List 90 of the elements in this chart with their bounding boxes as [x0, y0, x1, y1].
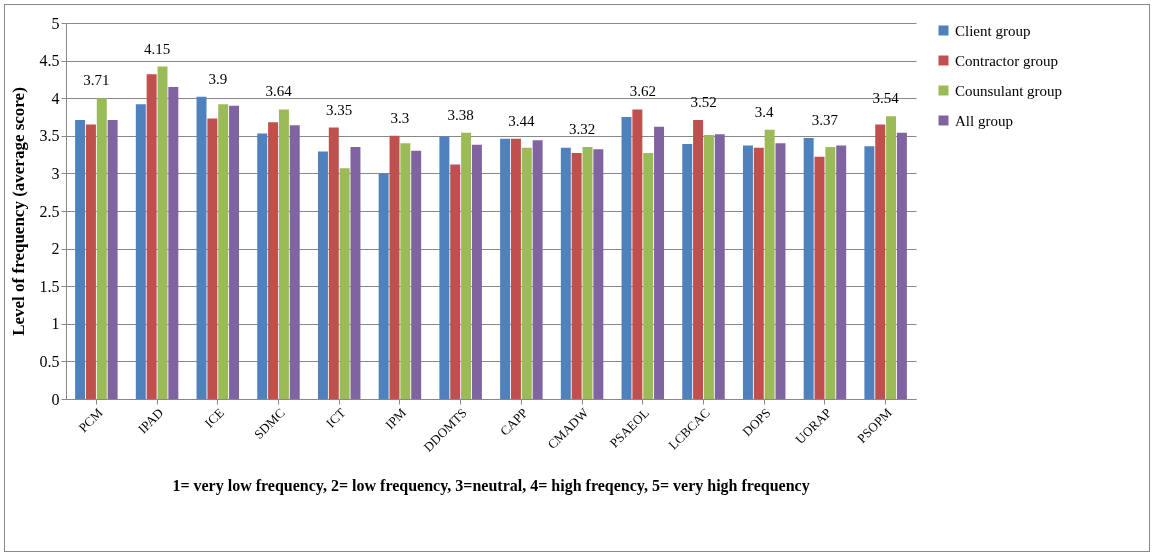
- data-label: 4.15: [143, 40, 171, 57]
- bar: [229, 105, 240, 399]
- bar: [218, 104, 229, 399]
- bar: [703, 135, 714, 399]
- y-tick-label: 2: [51, 240, 60, 258]
- x-tick-label: IPM: [382, 404, 410, 433]
- bar: [411, 150, 422, 399]
- data-label: 3.32: [568, 121, 596, 138]
- bar: [378, 173, 389, 399]
- data-label: 3.4: [754, 103, 775, 120]
- bar: [896, 132, 907, 399]
- bar: [714, 134, 725, 399]
- data-label: 3.35: [326, 101, 353, 118]
- x-tick-label: ICT: [322, 405, 349, 431]
- y-tick-label: 0.5: [39, 352, 60, 370]
- bar: [317, 151, 328, 399]
- data-label: 3.37: [811, 112, 839, 129]
- bar: [521, 147, 532, 399]
- bar: [632, 109, 643, 399]
- bar: [643, 153, 654, 399]
- bar: [257, 133, 268, 399]
- y-tick-label: 1.5: [39, 277, 60, 295]
- y-tick-label: 1: [51, 315, 60, 333]
- bar: [157, 66, 168, 399]
- data-label: 3.38: [447, 106, 474, 123]
- bar: [825, 147, 836, 399]
- bar: [803, 138, 814, 399]
- bar: [75, 120, 86, 399]
- bar: [654, 126, 665, 399]
- bar: [450, 164, 461, 399]
- x-tick-label: ICE: [201, 405, 228, 431]
- legend-label: Client group: [955, 22, 1031, 39]
- data-label: 3.52: [690, 94, 717, 111]
- data-label: 3.64: [265, 83, 293, 100]
- y-tick-label: 3.5: [39, 127, 60, 145]
- y-tick-label: 3: [51, 164, 60, 182]
- bar: [621, 117, 632, 399]
- bar: [510, 138, 521, 399]
- bar: [135, 104, 146, 399]
- legend-label: Counsulant group: [955, 82, 1063, 99]
- bar: [814, 156, 825, 399]
- bar: [196, 96, 207, 399]
- data-label: 3.54: [872, 90, 900, 107]
- y-tick-label: 4.5: [39, 52, 60, 70]
- bar: [400, 143, 411, 399]
- bar: [742, 145, 753, 399]
- bar: [289, 125, 300, 399]
- bar: [693, 120, 704, 399]
- data-label: 3.62: [629, 83, 656, 100]
- bar: [328, 127, 339, 399]
- bar: [875, 124, 886, 399]
- bar: [582, 147, 593, 399]
- bar: [439, 136, 450, 399]
- bar: [85, 124, 96, 399]
- bar: [886, 116, 897, 399]
- bar: [764, 129, 775, 399]
- bar: [571, 153, 582, 399]
- bar: [96, 98, 107, 399]
- bar: [207, 118, 218, 399]
- data-label: 3.3: [390, 109, 410, 126]
- bar: [461, 132, 472, 399]
- data-label: 3.44: [508, 112, 535, 129]
- bar: [107, 120, 118, 399]
- y-tick-label: 2.5: [39, 202, 60, 220]
- legend-label: All group: [955, 112, 1013, 129]
- text: 1= very low frequency, 2= low frequency, 3=neutral, 4= high freqency, 5= very high frequency: [172, 477, 810, 496]
- bar: [168, 86, 179, 399]
- data-label: 3.9: [208, 70, 228, 87]
- bar: [864, 146, 875, 399]
- bar: [593, 149, 604, 399]
- bar: [560, 147, 571, 399]
- bar: [389, 135, 400, 399]
- bar: [836, 145, 847, 399]
- bar: [471, 144, 482, 399]
- y-tick-label: 0: [51, 390, 60, 408]
- bar: [350, 147, 361, 399]
- legend-label: Contractor group: [955, 52, 1058, 69]
- bar: [775, 143, 786, 399]
- y-tick-label: 5: [51, 14, 60, 32]
- bar: [753, 147, 764, 399]
- bar: [146, 74, 157, 399]
- y-tick-label: 4: [51, 89, 60, 107]
- bar: [268, 122, 279, 399]
- bar: [500, 138, 511, 399]
- data-label: 3.71: [83, 72, 110, 89]
- bar: [682, 144, 693, 399]
- bar: [339, 168, 350, 399]
- bar: [532, 140, 543, 399]
- bar: [278, 109, 289, 399]
- y-axis-title: Level of frequency (average score): [8, 87, 28, 336]
